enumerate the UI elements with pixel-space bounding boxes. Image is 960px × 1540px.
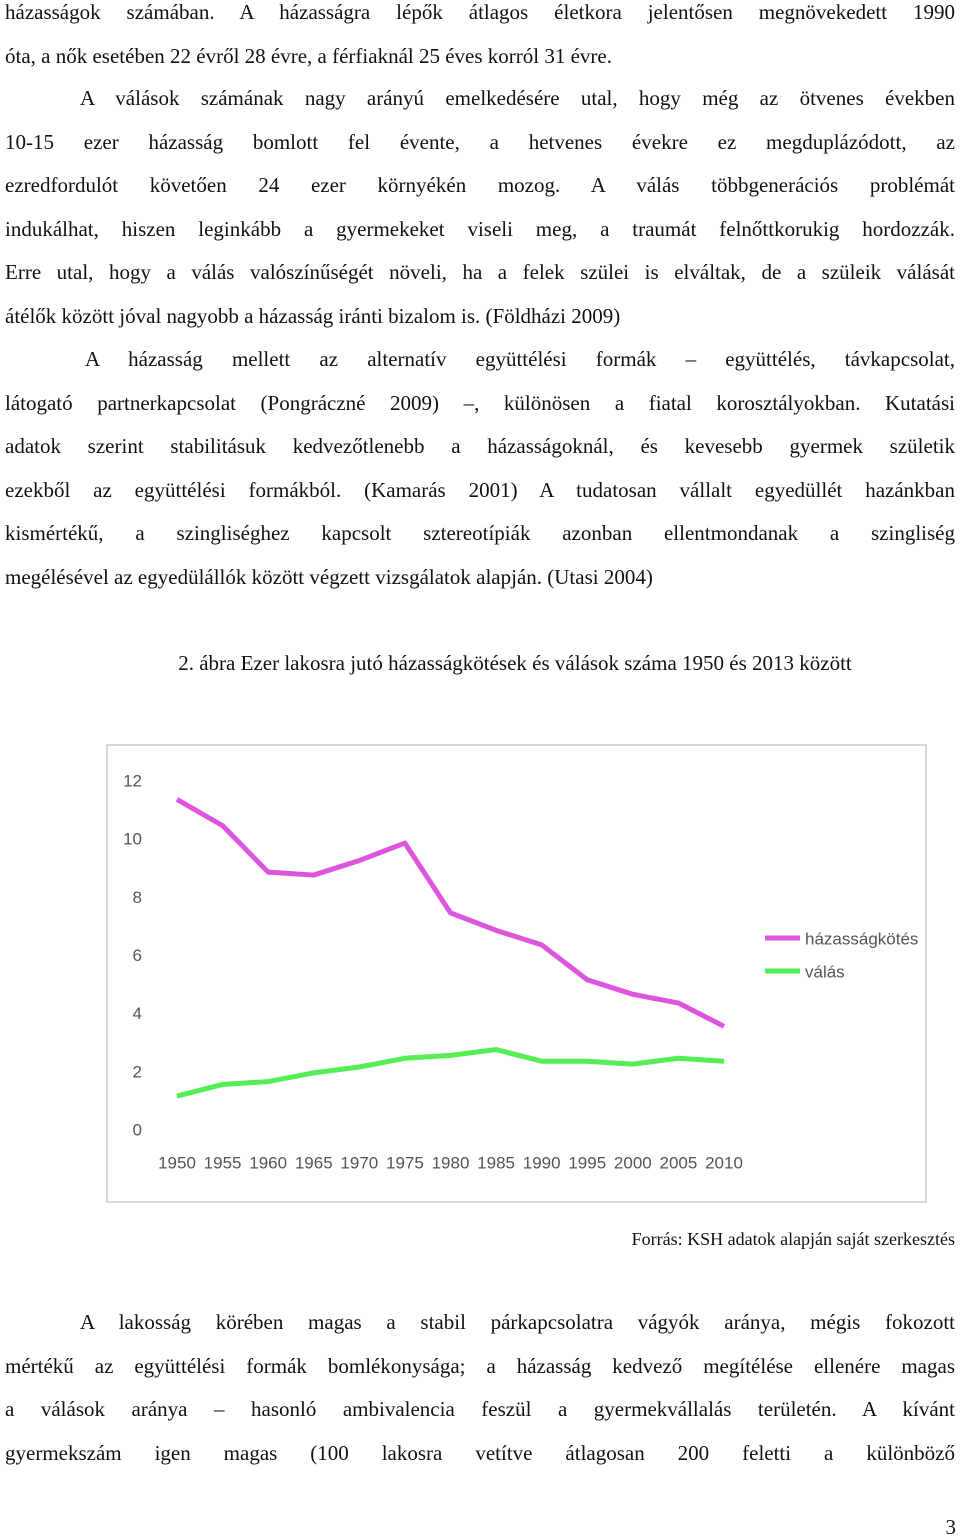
x-tick-label: 2010 — [705, 1153, 743, 1172]
x-tick-label: 1990 — [523, 1153, 561, 1172]
text-line: megélésével az egyedülállók között végze… — [5, 565, 653, 589]
text-line: a válások aránya – hasonló ambivalencia … — [5, 1397, 955, 1422]
x-tick-label: 1960 — [249, 1153, 287, 1172]
x-tick-label: 1950 — [158, 1153, 196, 1172]
text-line: gyermekszám igen magas (100 lakosra vetí… — [5, 1440, 955, 1465]
y-tick-label: 2 — [133, 1062, 142, 1081]
text-line: 10-15 ezer házasság bomlott fel évente, … — [5, 129, 955, 154]
text-line: A házasság mellett az alternatív együtté… — [85, 347, 955, 371]
legend-label: válás — [805, 962, 845, 981]
figure-source: Forrás: KSH adatok alapján saját szerkes… — [631, 1229, 955, 1249]
page-number: 3 — [945, 1515, 957, 1539]
data-line — [175, 797, 726, 1029]
text-line: A lakosság körében magas a stabil párkap… — [80, 1310, 955, 1334]
text-line: látogató partnerkapcsolat (Pongráczné 20… — [5, 390, 955, 415]
text-line: indukálhat, hiszen leginkább a gyermekek… — [5, 216, 955, 241]
legend-label: házasságkötés — [805, 929, 918, 948]
x-tick-label: 1970 — [340, 1153, 378, 1172]
text-line: átélők között jóval nagyobb a házasság i… — [5, 304, 621, 328]
x-tick-label: 1985 — [477, 1153, 515, 1172]
x-tick-label: 1980 — [432, 1153, 470, 1172]
y-tick-label: 6 — [133, 946, 142, 965]
chart-frame — [106, 744, 927, 1203]
text-line: adatok szerint stabilitásuk kedvezőtlene… — [5, 434, 955, 459]
y-tick-label: 12 — [123, 771, 142, 790]
figure-caption: 2. ábra Ezer lakosra jutó házasságkötése… — [178, 651, 852, 675]
x-tick-label: 1995 — [568, 1153, 606, 1172]
text-line: ezekből az együttélési formákból. (Kamar… — [5, 477, 955, 502]
text-line: mértékű az együttélési formák bomlékonys… — [5, 1353, 955, 1378]
text-line: kismértékű, a szingliséghez kapcsolt szt… — [5, 521, 955, 546]
text-line: óta, a nők esetében 22 évről 28 évre, a … — [5, 43, 613, 68]
text-line: A válások számának nagy arányú emelkedés… — [80, 86, 955, 110]
y-tick-label: 10 — [123, 830, 142, 849]
text-line: ezredfordulót követően 24 ezer környékén… — [5, 173, 955, 198]
text-line: Erre utal, hogy a válás valószínűségét n… — [5, 260, 955, 285]
y-tick-label: 8 — [133, 888, 142, 907]
x-tick-label: 1965 — [295, 1153, 333, 1172]
x-tick-label: 2000 — [614, 1153, 652, 1172]
x-tick-label: 1975 — [386, 1153, 424, 1172]
x-tick-label: 1955 — [204, 1153, 242, 1172]
x-tick-label: 2005 — [660, 1153, 698, 1172]
text-line: házasságok számában. A házasságra lépők … — [5, 0, 955, 24]
data-line — [176, 1047, 725, 1099]
y-tick-label: 0 — [133, 1120, 142, 1139]
y-tick-label: 4 — [133, 1004, 142, 1023]
